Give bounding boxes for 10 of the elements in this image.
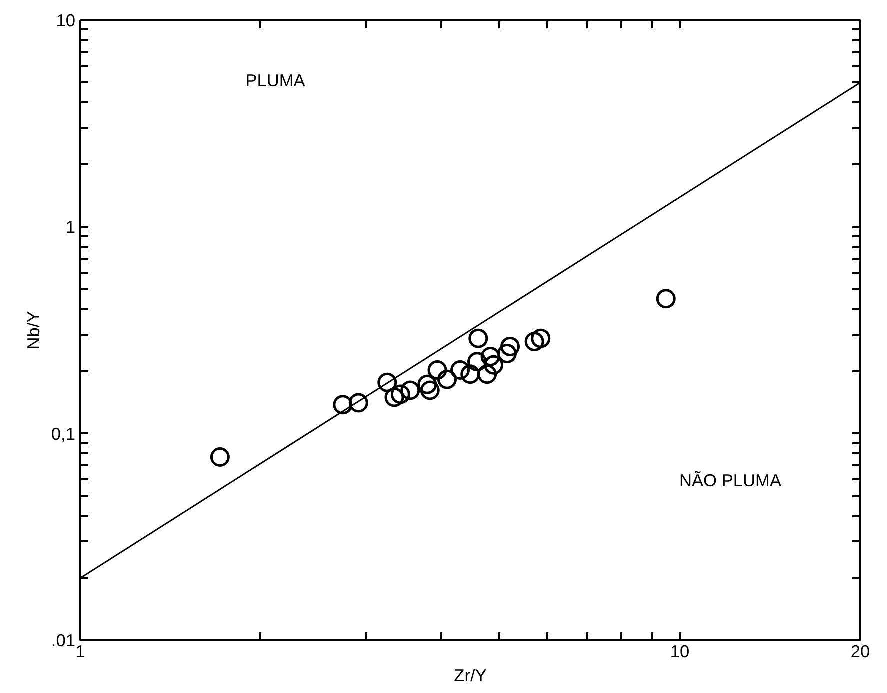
- y-tick-label: 10: [56, 10, 76, 30]
- y-axis-title: Nb/Y: [23, 310, 44, 350]
- x-tick-label: 20: [850, 642, 870, 662]
- x-axis-title: Zr/Y: [454, 666, 488, 686]
- y-tick-label: 0,1: [51, 424, 76, 444]
- y-tick-label: 1: [66, 217, 76, 238]
- annotation: NÃO PLUMA: [679, 470, 782, 490]
- y-tick-label: .01: [51, 630, 76, 650]
- x-tick-label: 10: [670, 642, 690, 662]
- annotation: PLUMA: [246, 70, 306, 90]
